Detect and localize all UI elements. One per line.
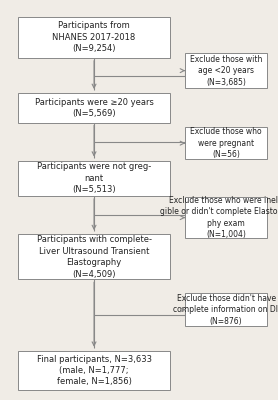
Text: Participants from
NHANES 2017-2018
(N=9,254): Participants from NHANES 2017-2018 (N=9,…	[53, 21, 136, 53]
Text: Exclude those who were ineli-
gible or didn't complete Elastogra-
phy exam
(N=1,: Exclude those who were ineli- gible or d…	[160, 196, 278, 239]
FancyBboxPatch shape	[18, 93, 170, 122]
Text: Exclude those didn't have
complete information on DII
(N=876): Exclude those didn't have complete infor…	[173, 294, 278, 326]
FancyBboxPatch shape	[18, 351, 170, 390]
Text: Final participants, N=3,633
(male, N=1,777;
female, N=1,856): Final participants, N=3,633 (male, N=1,7…	[36, 354, 152, 386]
Text: Exclude those who
were pregnant
(N=56): Exclude those who were pregnant (N=56)	[190, 127, 262, 159]
FancyBboxPatch shape	[185, 197, 267, 238]
Text: Participants were not greg-
nant
(N=5,513): Participants were not greg- nant (N=5,51…	[37, 162, 151, 194]
Text: Participants with complete-
Liver Ultrasound Transient
Elastography
(N=4,509): Participants with complete- Liver Ultras…	[36, 235, 152, 278]
FancyBboxPatch shape	[185, 293, 267, 326]
FancyBboxPatch shape	[18, 17, 170, 58]
Text: Exclude those with
age <20 years
(N=3,685): Exclude those with age <20 years (N=3,68…	[190, 55, 262, 86]
FancyBboxPatch shape	[185, 128, 267, 159]
FancyBboxPatch shape	[185, 53, 267, 88]
FancyBboxPatch shape	[18, 161, 170, 196]
Text: Participants were ≥20 years
(N=5,569): Participants were ≥20 years (N=5,569)	[34, 98, 153, 118]
FancyBboxPatch shape	[18, 234, 170, 279]
